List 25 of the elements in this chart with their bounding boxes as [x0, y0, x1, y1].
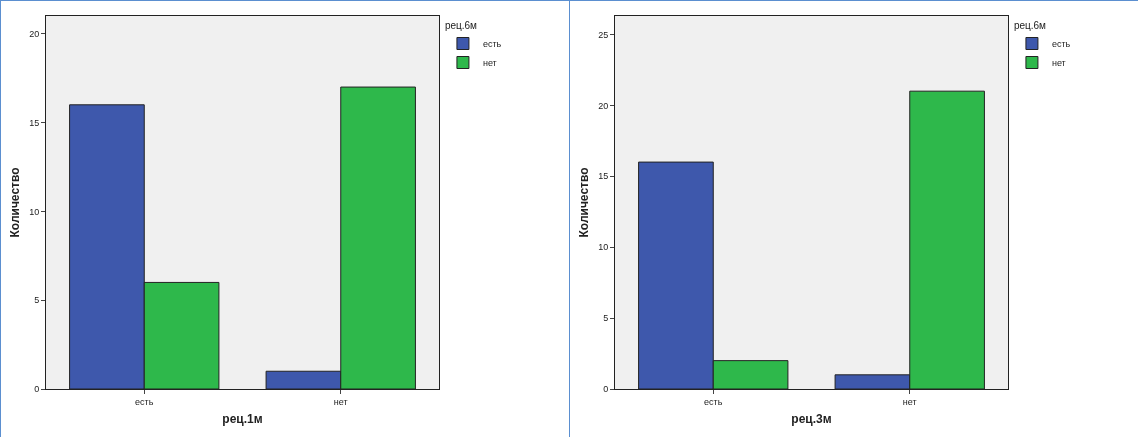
x-tick-label: нет: [902, 396, 917, 407]
legend-label: есть: [1051, 39, 1071, 50]
y-tick-label: 10: [598, 242, 609, 253]
y-tick-label: 5: [34, 295, 40, 306]
y-tick-label: 20: [29, 28, 40, 39]
legend-label: есть: [482, 39, 502, 50]
y-tick-label: 15: [29, 117, 40, 128]
x-axis-title: рец.1м: [222, 411, 263, 426]
legend-title: рец.6м: [1013, 20, 1047, 31]
x-tick-label: есть: [135, 396, 154, 407]
y-tick-label: 10: [29, 206, 40, 217]
y-tick-label: 0: [34, 384, 40, 395]
y-tick-label: 0: [603, 384, 609, 395]
legend-label: нет: [482, 58, 497, 69]
legend-label: нет: [1051, 58, 1066, 69]
x-tick-label: нет: [333, 396, 348, 407]
y-tick-label: 20: [598, 100, 609, 111]
y-axis-title: Количество: [8, 167, 23, 238]
y-tick-label: 15: [598, 171, 609, 182]
legend-title: рец.6м: [444, 20, 478, 31]
y-tick-label: 5: [603, 313, 609, 324]
y-tick-label: 25: [598, 29, 609, 40]
x-tick-label: есть: [704, 396, 723, 407]
y-axis-title: Количество: [577, 167, 592, 238]
x-axis-title: рец.3м: [791, 411, 832, 426]
